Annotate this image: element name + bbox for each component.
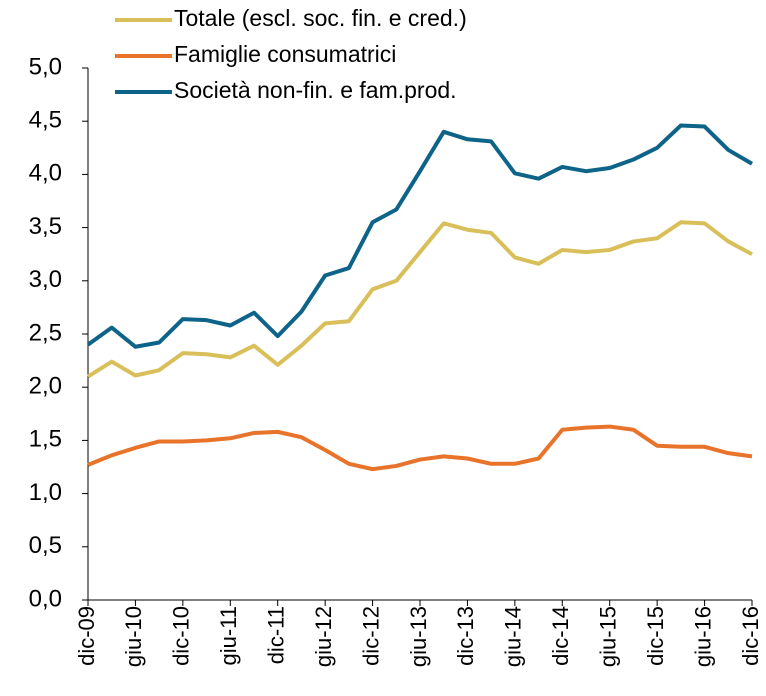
x-tick-label: giu-16	[690, 606, 715, 667]
series-line	[87, 424, 753, 472]
series-line	[86, 220, 753, 379]
x-tick-label: dic-11	[264, 606, 289, 664]
x-tick-label: dic-12	[358, 606, 383, 666]
y-tick-label: 0,0	[29, 585, 62, 612]
legend-label: Società non-fin. e fam.prod.	[174, 77, 457, 103]
y-tick-label: 3,0	[29, 266, 62, 293]
x-tick-label: giu-14	[501, 606, 526, 667]
x-tick-label: dic-09	[74, 606, 99, 666]
y-tick-label: 1,5	[29, 426, 62, 453]
y-tick-label: 4,0	[29, 160, 62, 187]
x-tick-label: giu-11	[216, 606, 241, 666]
x-tick-label: giu-13	[406, 606, 431, 667]
x-tick-label: dic-15	[643, 606, 668, 666]
x-tick-label: dic-14	[548, 606, 573, 666]
x-tick-label: dic-13	[453, 606, 478, 666]
x-tick-label: dic-16	[738, 606, 763, 666]
y-tick-label: 2,0	[29, 373, 62, 400]
y-tick-label: 0,5	[29, 532, 62, 559]
series-line	[86, 123, 754, 349]
y-tick-label: 1,0	[29, 479, 62, 506]
y-tick-label: 4,5	[29, 107, 62, 134]
x-tick-label: giu-12	[311, 606, 336, 667]
x-tick-label: dic-10	[169, 606, 194, 666]
legend-label: Famiglie consumatrici	[174, 41, 396, 67]
y-tick-label: 5,0	[29, 53, 62, 80]
x-tick-label: giu-15	[596, 606, 621, 667]
legend-label: Totale (escl. soc. fin. e cred.)	[174, 5, 467, 31]
y-tick-label: 2,5	[29, 319, 62, 346]
x-tick-label: giu-10	[121, 606, 146, 667]
y-tick-label: 3,5	[29, 213, 62, 240]
